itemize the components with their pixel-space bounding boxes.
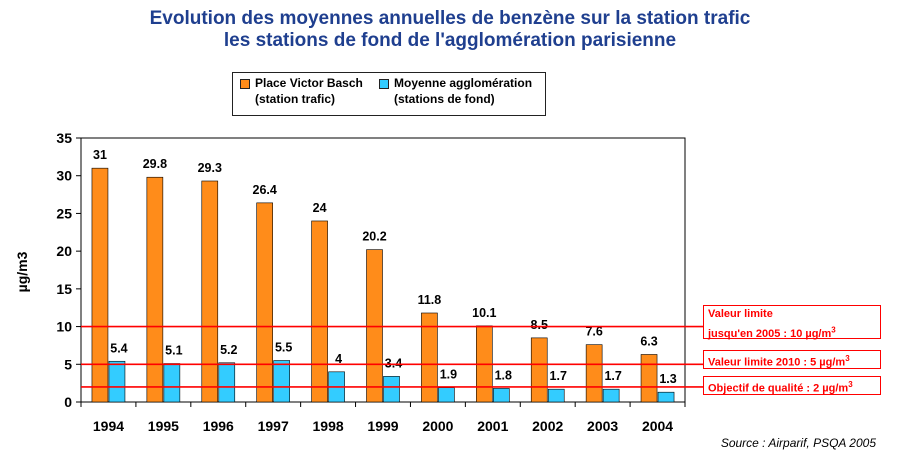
y-tick-label: 10: [56, 319, 72, 335]
y-tick-label: 5: [64, 356, 72, 372]
bar-trafic: [201, 180, 219, 403]
legend-swatch-trafic: [240, 79, 250, 89]
limit-10-sup: 3: [831, 325, 836, 334]
bar-fond: [547, 388, 565, 403]
data-label-fond: 1.9: [440, 368, 457, 382]
data-label-fond: 5.2: [220, 343, 237, 357]
data-label-fond: 1.3: [659, 372, 676, 386]
data-label-trafic: 6.3: [640, 334, 657, 348]
title-line-2: les stations de fond de l'agglomération …: [223, 30, 677, 51]
data-label-trafic: 26.4: [253, 183, 277, 197]
bar-trafic: [585, 344, 603, 403]
bar-fond: [602, 388, 620, 403]
data-label-fond: 4: [335, 352, 342, 366]
bar-trafic: [91, 167, 109, 403]
bar-trafic: [530, 337, 548, 403]
source-note: Source : Airparif, PSQA 2005: [720, 436, 876, 450]
x-tick-label: 2003: [587, 418, 618, 434]
bar-trafic: [421, 312, 438, 403]
data-label-trafic: 11.8: [418, 293, 442, 307]
data-label-trafic: 29.8: [143, 157, 167, 171]
data-label-fond: 5.4: [110, 341, 127, 355]
data-label-trafic: 29.3: [198, 161, 222, 175]
limit-10-text: jusqu'en 2005 : 10 µg/m: [708, 327, 832, 340]
x-tick-label: 1999: [367, 418, 398, 434]
x-tick-label: 1996: [203, 418, 234, 434]
x-tick-label: 1997: [258, 418, 289, 434]
limit-box-2: Objectif de qualité : 2 µg/m3: [703, 376, 881, 395]
bar-fond: [383, 376, 400, 403]
legend-fond-line1: Moyenne agglomération: [394, 76, 533, 90]
limit-2-text: Objectif de qualité : 2 µg/m: [708, 382, 849, 395]
legend-fond-line2: (stations de fond): [394, 92, 495, 106]
y-tick-label: 0: [64, 394, 72, 410]
plot-area: [80, 137, 686, 403]
legend: Place Victor Basch (station trafic) Moye…: [232, 72, 546, 116]
legend-trafic-line1: Place Victor Basch: [255, 76, 363, 90]
x-tick-label: 1995: [148, 418, 179, 434]
x-tick-label: 2004: [642, 418, 673, 434]
y-tick-label: 35: [56, 130, 72, 146]
legend-label-trafic: Place Victor Basch (station trafic): [255, 75, 363, 107]
bar-fond: [273, 360, 290, 403]
data-label-trafic: 24: [313, 201, 327, 215]
limit-10-line2: jusqu'en 2005 : 10 µg/m3: [708, 325, 836, 340]
x-tick-label: 1998: [313, 418, 344, 434]
data-label-trafic: 20.2: [362, 230, 386, 244]
data-label-fond: 3.4: [385, 356, 402, 370]
data-label-fond: 1.8: [495, 368, 512, 382]
bar-fond: [163, 363, 181, 403]
data-label-trafic: 8.5: [531, 318, 548, 332]
data-label-trafic: 10.1: [472, 306, 496, 320]
limit-box-10: Valeur limite jusqu'en 2005 : 10 µg/m3: [703, 305, 881, 340]
legend-swatch-fond: [379, 79, 389, 89]
bar-trafic: [311, 220, 328, 403]
data-label-fond: 1.7: [604, 369, 621, 383]
limit-5-text: Valeur limite 2010 : 5 µg/m: [708, 356, 846, 369]
data-label-trafic: 31: [93, 148, 107, 162]
y-tick-label: 30: [56, 168, 72, 184]
bar-trafic: [146, 176, 164, 403]
y-tick-label: 20: [56, 243, 72, 259]
limit-box-5: Valeur limite 2010 : 5 µg/m3: [703, 350, 881, 369]
bar-trafic: [640, 354, 658, 403]
legend-label-fond: Moyenne agglomération (stations de fond): [394, 75, 532, 107]
data-label-trafic: 7.6: [585, 325, 602, 339]
bar-fond: [438, 387, 455, 403]
data-label-fond: 1.7: [550, 369, 567, 383]
x-tick-label: 2000: [422, 418, 453, 434]
limit-10-line1: Valeur limite: [708, 308, 773, 320]
data-label-fond: 5.5: [275, 341, 292, 355]
bar-trafic: [256, 202, 273, 403]
bar-fond: [657, 391, 675, 403]
x-tick-label: 1994: [93, 418, 124, 434]
legend-trafic-line2: (station trafic): [255, 92, 336, 106]
y-tick-label: 15: [56, 281, 72, 297]
x-tick-label: 2001: [477, 418, 508, 434]
limit-2-sup: 3: [848, 380, 853, 389]
bar-fond: [493, 388, 510, 403]
title-line-1: Evolution des moyennes annuelles de benz…: [149, 8, 751, 29]
chart-title: Evolution des moyennes annuelles de benz…: [0, 8, 900, 52]
y-tick-label: 25: [56, 205, 72, 221]
bar-fond: [218, 362, 236, 403]
x-tick-label: 2002: [532, 418, 563, 434]
bar-fond: [108, 360, 126, 403]
data-label-fond: 5.1: [165, 344, 182, 358]
limit-5-sup: 3: [845, 354, 850, 363]
